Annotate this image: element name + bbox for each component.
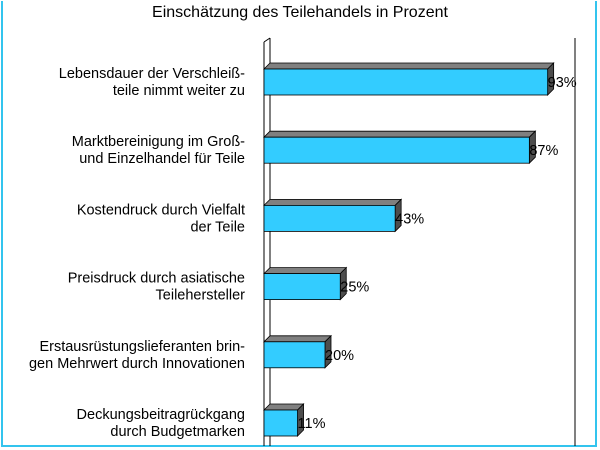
bar-top-face	[263, 198, 403, 206]
category-label-line: Preisdruck durch asiatische	[68, 271, 245, 287]
category-label-line: Lebensdauer der Verschleiß-	[59, 66, 245, 82]
bar-front-face	[263, 273, 341, 301]
bar-top-face	[263, 130, 537, 138]
bar	[263, 130, 537, 165]
bar-top-face	[263, 267, 348, 275]
bar-top-face	[263, 403, 305, 411]
bar-front-face	[263, 68, 549, 96]
category-label-line: gen Mehrwert durch Innovationen	[29, 356, 245, 372]
value-label: 25%	[340, 280, 369, 296]
chart-axes	[263, 37, 576, 446]
axis-corner	[263, 37, 271, 43]
category-label: Kostendruck durch Vielfalt der Teile	[77, 202, 245, 235]
category-label: Deckungsbeitragrückgang durch Budgetmarke…	[77, 407, 245, 440]
bar	[263, 334, 332, 369]
bar-front-face	[263, 136, 530, 164]
category-label-line: der Teile	[190, 219, 245, 235]
bars	[263, 62, 555, 437]
bar-top-face	[263, 335, 332, 343]
category-label: Marktbereinigung im Groß-und Einzelhande…	[72, 134, 245, 167]
bar	[263, 62, 555, 96]
category-label-line: Marktbereinigung im Groß-	[72, 134, 245, 150]
bar-front-face	[263, 341, 326, 369]
category-label-line: durch Budgetmarken	[110, 424, 245, 440]
category-label: Preisdruck durch asiatische Teileherstell…	[68, 271, 245, 304]
value-labels: 93% 87% 43% 25% 20% 11%	[298, 75, 577, 432]
category-label-line: Kostendruck durch Vielfalt	[77, 202, 245, 218]
category-label: Erstausrüstungslieferanten brin-gen Mehr…	[29, 339, 245, 372]
value-label: 43%	[395, 211, 424, 227]
category-label: Lebensdauer der Verschleiß-teile nimmt w…	[59, 66, 245, 99]
bar-front-face	[263, 204, 396, 232]
category-label-line: Erstausrüstungslieferanten brin-	[39, 339, 245, 355]
category-label-line: Teilehersteller	[156, 288, 246, 304]
bar	[263, 403, 305, 437]
value-label: 93%	[548, 75, 577, 91]
category-label-line: und Einzelhandel für Teile	[79, 151, 245, 167]
category-label-line: teile nimmt weiter zu	[113, 83, 245, 99]
value-label: 87%	[529, 143, 558, 159]
bar-front-face	[263, 409, 298, 437]
chart-title: Einschätzung des Teilehandels in Prozent	[152, 4, 448, 21]
value-label: 20%	[325, 348, 354, 364]
bar-top-face	[263, 62, 555, 70]
bar	[263, 198, 403, 233]
category-label-line: Deckungsbeitragrückgang	[77, 407, 245, 423]
bar	[263, 266, 348, 301]
category-labels: Lebensdauer der Verschleiß-teile nimmt w…	[29, 66, 245, 440]
value-label: 11%	[298, 416, 326, 432]
